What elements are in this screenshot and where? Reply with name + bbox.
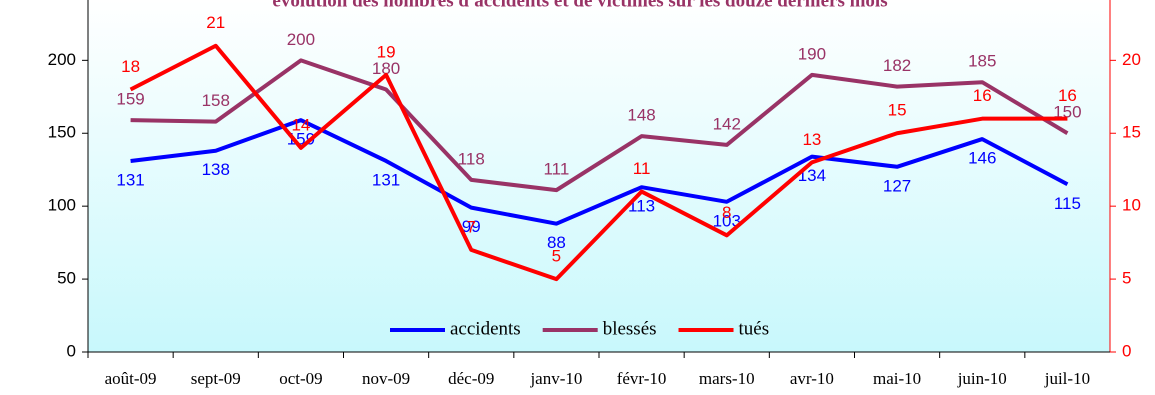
y-tick-label: 150 bbox=[48, 123, 76, 142]
data-label: 182 bbox=[883, 56, 911, 75]
data-label: 15 bbox=[888, 101, 907, 120]
data-label: 11 bbox=[633, 159, 651, 178]
data-label: 19 bbox=[377, 42, 396, 61]
y-tick-label: 0 bbox=[67, 341, 76, 360]
x-tick-label: oct-09 bbox=[279, 369, 322, 388]
data-label: 16 bbox=[973, 86, 992, 105]
x-tick-label: déc-09 bbox=[448, 369, 494, 388]
data-label: 8 bbox=[722, 203, 731, 222]
data-label: 113 bbox=[628, 197, 655, 216]
data-label: 146 bbox=[968, 149, 996, 168]
series-line bbox=[130, 118, 1069, 226]
data-label: 190 bbox=[798, 44, 826, 63]
x-tick-label: nov-09 bbox=[362, 369, 410, 388]
data-label: 185 bbox=[968, 52, 996, 71]
y2-tick-label: 0 bbox=[1122, 341, 1131, 360]
x-tick-label: févr-10 bbox=[617, 369, 667, 388]
series-line bbox=[129, 43, 1068, 282]
data-label: 158 bbox=[202, 91, 230, 110]
y-tick-label: 50 bbox=[57, 269, 76, 288]
chart-title: évolution des nombres d'accidents et de … bbox=[272, 0, 887, 11]
data-label: 13 bbox=[802, 130, 821, 149]
legend-label: tués bbox=[739, 318, 770, 339]
x-tick-label: avr-10 bbox=[790, 369, 834, 388]
y2-tick-label: 10 bbox=[1122, 196, 1141, 215]
y2-tick-label: 5 bbox=[1122, 269, 1131, 288]
x-tick-label: janv-10 bbox=[529, 369, 582, 388]
data-label: 200 bbox=[287, 30, 315, 49]
data-label: 118 bbox=[458, 149, 485, 168]
x-tick-label: mars-10 bbox=[699, 369, 755, 388]
y-tick-label: 100 bbox=[48, 196, 76, 215]
data-label: 180 bbox=[372, 59, 400, 78]
plot-area bbox=[88, 0, 1110, 352]
x-tick-label: sept-09 bbox=[191, 369, 241, 388]
y-tick-label: 200 bbox=[48, 50, 76, 69]
data-label: 21 bbox=[206, 13, 225, 32]
data-label: 5 bbox=[552, 247, 561, 266]
x-tick-label: juil-10 bbox=[1044, 369, 1090, 388]
data-label: 16 bbox=[1058, 86, 1077, 105]
data-label: 14 bbox=[291, 115, 310, 134]
data-label: 159 bbox=[116, 90, 144, 109]
x-tick-label: mai-10 bbox=[873, 369, 921, 388]
data-label: 103 bbox=[713, 211, 741, 230]
data-label: 115 bbox=[1054, 194, 1081, 213]
x-tick-label: août-09 bbox=[105, 369, 157, 388]
data-label: 99 bbox=[462, 217, 481, 236]
y2-tick-label: 20 bbox=[1122, 50, 1141, 69]
data-label: 18 bbox=[121, 57, 140, 76]
data-label: 138 bbox=[202, 160, 230, 179]
data-label: 88 bbox=[547, 233, 566, 252]
data-label: 142 bbox=[713, 114, 741, 133]
data-label: 131 bbox=[116, 170, 144, 189]
series-line bbox=[130, 58, 1069, 193]
x-tick-label: juin-10 bbox=[957, 369, 1007, 388]
data-label: 131 bbox=[372, 170, 400, 189]
y2-tick-label: 15 bbox=[1122, 123, 1141, 142]
data-label: 111 bbox=[543, 160, 569, 179]
legend-label: blessés bbox=[603, 318, 657, 339]
data-label: 7 bbox=[467, 217, 476, 236]
data-label: 148 bbox=[627, 106, 655, 125]
data-label: 127 bbox=[883, 176, 911, 195]
legend-label: accidents bbox=[450, 318, 521, 339]
